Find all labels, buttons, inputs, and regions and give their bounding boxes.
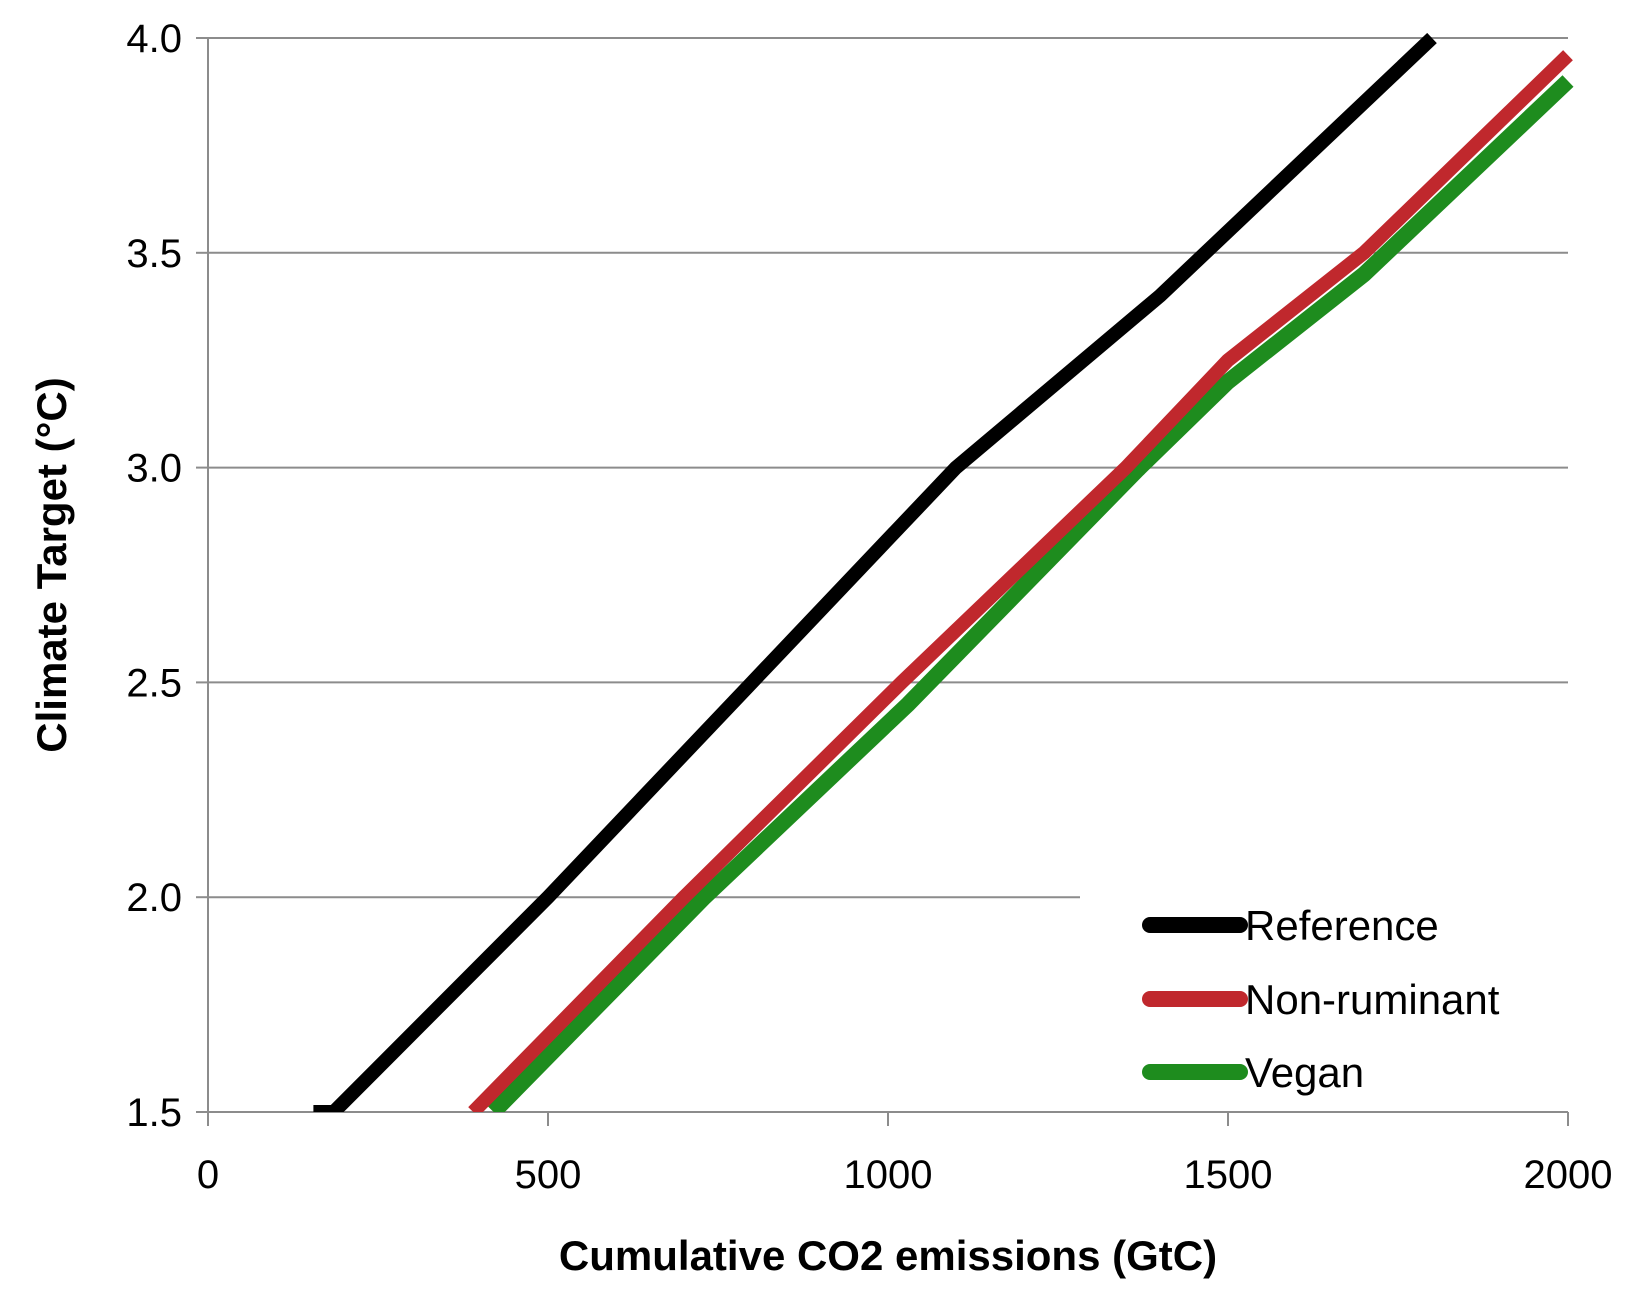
gridlines bbox=[208, 37, 1568, 899]
y-tick-label: 1.5 bbox=[126, 1091, 182, 1135]
x-tick-label: 500 bbox=[515, 1153, 582, 1197]
legend-label-non-ruminant: Non-ruminant bbox=[1245, 976, 1500, 1023]
y-tick-label: 2.0 bbox=[126, 876, 182, 920]
tick-labels: 1.5 2.0 2.5 3.0 3.5 4.0 0 500 1000 1500 2000 bbox=[126, 17, 1612, 1197]
x-axis-title: Cumulative CO2 emissions (GtC) bbox=[559, 1232, 1217, 1279]
x-tick-label: 1500 bbox=[1184, 1153, 1273, 1197]
series-line-vegan bbox=[487, 75, 1574, 1112]
y-axis-title: Climate Target (°C) bbox=[28, 377, 75, 752]
legend-label-vegan: Vegan bbox=[1245, 1049, 1364, 1096]
legend: Reference Non-ruminant Vegan bbox=[1142, 902, 1500, 1096]
series-line-non-ruminant bbox=[468, 50, 1573, 1112]
axes bbox=[196, 37, 1569, 1126]
x-tick-label: 1000 bbox=[844, 1153, 933, 1197]
x-tick-label: 0 bbox=[197, 1153, 219, 1197]
x-tick-label: 2000 bbox=[1524, 1153, 1613, 1197]
legend-label-reference: Reference bbox=[1245, 902, 1439, 949]
y-tick-label: 2.5 bbox=[126, 661, 182, 705]
y-tick-label: 3.5 bbox=[126, 232, 182, 276]
series-line-reference bbox=[313, 33, 1437, 1112]
y-tick-label: 4.0 bbox=[126, 17, 182, 61]
y-tick-label: 3.0 bbox=[126, 447, 182, 491]
data-series bbox=[313, 33, 1574, 1112]
